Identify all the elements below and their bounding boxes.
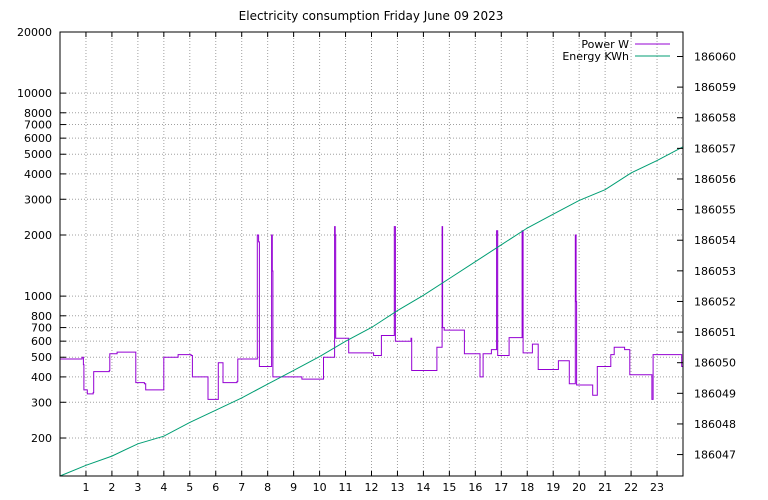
y-right-tick-label: 186050 — [694, 357, 736, 370]
y-right-tick-label: 186051 — [694, 326, 736, 339]
x-tick-label: 15 — [442, 481, 456, 494]
x-tick-label: 22 — [624, 481, 638, 494]
y-left-tick-label: 500 — [31, 351, 52, 364]
y-left-tick-label: 700 — [31, 322, 52, 335]
x-tick-label: 14 — [416, 481, 430, 494]
legend-label: Energy KWh — [562, 50, 629, 63]
x-tick-label: 18 — [520, 481, 534, 494]
x-tick-label: 4 — [160, 481, 167, 494]
x-tick-label: 20 — [572, 481, 586, 494]
y-right-tick-label: 186060 — [694, 50, 736, 63]
y-left-tick-label: 600 — [31, 335, 52, 348]
y-left-tick-label: 2000 — [24, 229, 52, 242]
y-left-tick-label: 6000 — [24, 132, 52, 145]
y-left-tick-label: 300 — [31, 396, 52, 409]
y-left-tick-label: 1000 — [24, 290, 52, 303]
x-tick-label: 16 — [468, 481, 482, 494]
y-left-tick-label: 5000 — [24, 148, 52, 161]
y-right-tick-label: 186055 — [694, 204, 736, 217]
x-tick-label: 10 — [313, 481, 327, 494]
x-tick-label: 2 — [108, 481, 115, 494]
y-left-tick-label: 7000 — [24, 119, 52, 132]
series-layer — [59, 146, 684, 477]
y-left-tick-label: 20000 — [17, 26, 52, 39]
legend-label: Power W — [581, 38, 629, 51]
x-tick-label: 7 — [238, 481, 245, 494]
y-left-tick-label: 800 — [31, 310, 52, 323]
y-left-tick-label: 4000 — [24, 168, 52, 181]
x-tick-label: 17 — [494, 481, 508, 494]
x-tick-label: 1 — [82, 481, 89, 494]
y-left-tick-label: 8000 — [24, 107, 52, 120]
x-tick-label: 3 — [134, 481, 141, 494]
y-right-tick-label: 186052 — [694, 295, 736, 308]
y-right-tick-label: 186047 — [694, 449, 736, 462]
y-right-tick-label: 186057 — [694, 142, 736, 155]
series-line-energy-kwh — [59, 146, 684, 477]
x-tick-label: 19 — [546, 481, 560, 494]
y-left-tick-label: 200 — [31, 432, 52, 445]
y-right-tick-label: 186049 — [694, 387, 736, 400]
axis-ticks: 1 2 3 4 5 6 7 8 9 10 11 12 13 14 15 16 17 18 19 20 21 22 23200… — [17, 26, 736, 494]
grid — [60, 31, 683, 476]
x-tick-label: 23 — [650, 481, 664, 494]
x-tick-label: 9 — [290, 481, 297, 494]
x-tick-label: 11 — [339, 481, 353, 494]
y-left-tick-label: 10000 — [17, 87, 52, 100]
x-tick-label: 21 — [598, 481, 612, 494]
series-line-power-w — [60, 226, 683, 400]
x-tick-label: 8 — [264, 481, 271, 494]
y-left-tick-label: 400 — [31, 371, 52, 384]
x-tick-label: 13 — [390, 481, 404, 494]
y-right-tick-label: 186048 — [694, 418, 736, 431]
y-right-tick-label: 186058 — [694, 112, 736, 125]
y-right-tick-label: 186056 — [694, 173, 736, 186]
y-right-tick-label: 186053 — [694, 265, 736, 278]
y-right-tick-label: 186054 — [694, 234, 736, 247]
y-left-tick-label: 3000 — [24, 193, 52, 206]
x-tick-label: 6 — [212, 481, 219, 494]
chart-title: Electricity consumption Friday June 09 2… — [239, 9, 504, 23]
x-tick-label: 5 — [186, 481, 193, 494]
y-right-tick-label: 186059 — [694, 81, 736, 94]
x-tick-label: 12 — [365, 481, 379, 494]
